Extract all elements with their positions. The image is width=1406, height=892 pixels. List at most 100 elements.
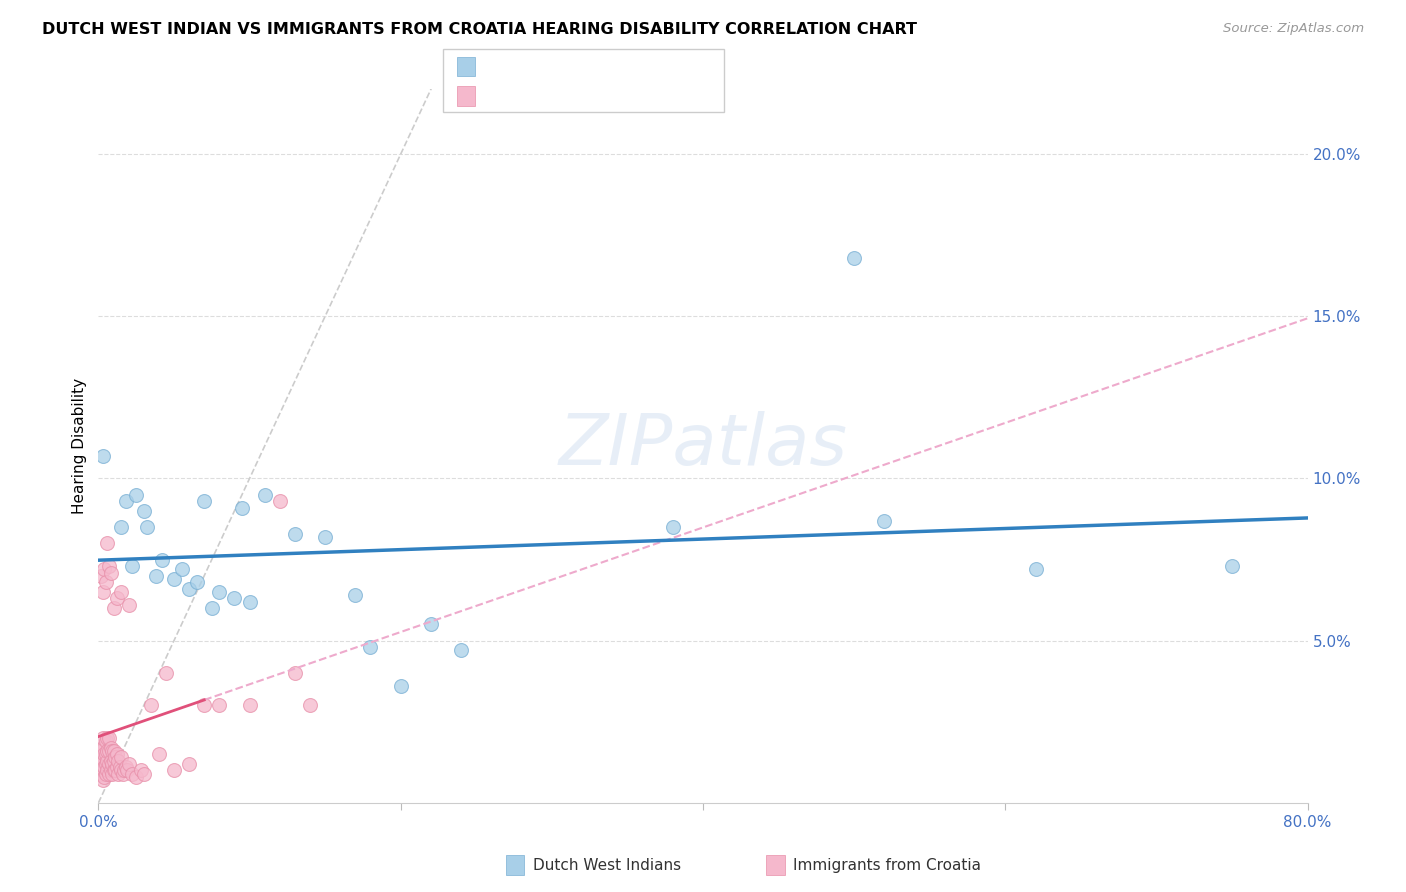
Point (114, 760, 136, 774)
Point (125, 770, 148, 784)
Point (284, 666, 307, 681)
Point (662, 520, 685, 534)
Point (208, 698, 231, 713)
Point (103, 764, 125, 778)
Point (389, 679, 412, 693)
Point (91, 449, 114, 463)
Point (314, 530, 336, 544)
Point (105, 591, 128, 606)
Point (360, 640, 382, 654)
Point (179, 756, 201, 771)
Point (98, 744, 121, 758)
Point (450, 643, 472, 657)
Point (96, 754, 118, 768)
Point (91, 740, 114, 755)
Point (115, 764, 138, 778)
Point (98, 559, 121, 574)
Point (103, 601, 125, 615)
Point (231, 500, 253, 515)
Point (96, 744, 118, 758)
Point (179, 582, 201, 596)
Point (101, 744, 124, 758)
Point (141, 698, 163, 713)
Point (118, 756, 141, 771)
Point (93, 747, 115, 761)
Point (170, 562, 193, 576)
Point (100, 566, 122, 580)
Point (145, 568, 167, 582)
Point (91, 585, 114, 599)
Point (239, 698, 262, 713)
Point (284, 526, 307, 541)
Point (91, 731, 114, 745)
Y-axis label: Hearing Disability: Hearing Disability (72, 378, 87, 514)
Point (163, 764, 186, 778)
Point (90, 744, 112, 758)
Text: Immigrants from Croatia: Immigrants from Croatia (793, 858, 981, 872)
Point (89, 764, 111, 778)
Point (104, 764, 127, 778)
Point (104, 750, 127, 764)
Point (98, 731, 121, 745)
Point (118, 598, 141, 612)
Point (110, 750, 132, 764)
Point (93, 562, 115, 576)
Point (91, 764, 114, 778)
Point (121, 766, 143, 780)
Point (96, 536, 118, 550)
Point (224, 591, 246, 606)
Text: R = 0.235: R = 0.235 (486, 58, 569, 76)
Point (844, 251, 866, 265)
Point (105, 760, 128, 774)
Point (201, 601, 224, 615)
Point (150, 552, 173, 566)
Point (135, 520, 157, 534)
Point (193, 494, 215, 508)
Point (101, 756, 124, 771)
Point (163, 572, 186, 586)
Point (89, 744, 111, 758)
Point (873, 514, 896, 528)
Point (193, 698, 215, 713)
Point (110, 764, 132, 778)
Point (91, 773, 114, 788)
Point (94, 575, 117, 590)
Point (148, 747, 170, 761)
Point (94, 756, 117, 771)
Point (93, 760, 115, 774)
Point (110, 520, 132, 534)
Point (132, 504, 155, 518)
Point (299, 698, 322, 713)
Point (98, 756, 121, 771)
Point (89, 754, 111, 768)
Point (103, 744, 125, 758)
Text: ZIPatlas: ZIPatlas (558, 411, 848, 481)
Point (111, 766, 134, 780)
Point (253, 488, 276, 502)
Point (91, 754, 114, 768)
Point (103, 754, 125, 768)
Point (1220, 559, 1243, 574)
Point (100, 740, 122, 755)
Point (105, 747, 128, 761)
Point (96, 764, 118, 778)
Point (125, 488, 148, 502)
Point (208, 585, 231, 599)
Point (90, 756, 112, 771)
Point (110, 585, 132, 599)
Point (100, 754, 122, 768)
Point (129, 764, 152, 778)
Point (108, 760, 131, 774)
Point (94, 734, 117, 748)
Point (96, 731, 118, 745)
Point (269, 494, 291, 508)
Point (94, 766, 117, 780)
Text: N = 75: N = 75 (599, 87, 657, 105)
Point (114, 494, 136, 508)
Point (186, 575, 208, 590)
Text: DUTCH WEST INDIAN VS IMMIGRANTS FROM CROATIA HEARING DISABILITY CORRELATION CHAR: DUTCH WEST INDIAN VS IMMIGRANTS FROM CRO… (42, 22, 917, 37)
Point (420, 617, 443, 632)
Point (94, 747, 117, 761)
Point (90, 568, 112, 582)
Point (239, 595, 262, 609)
